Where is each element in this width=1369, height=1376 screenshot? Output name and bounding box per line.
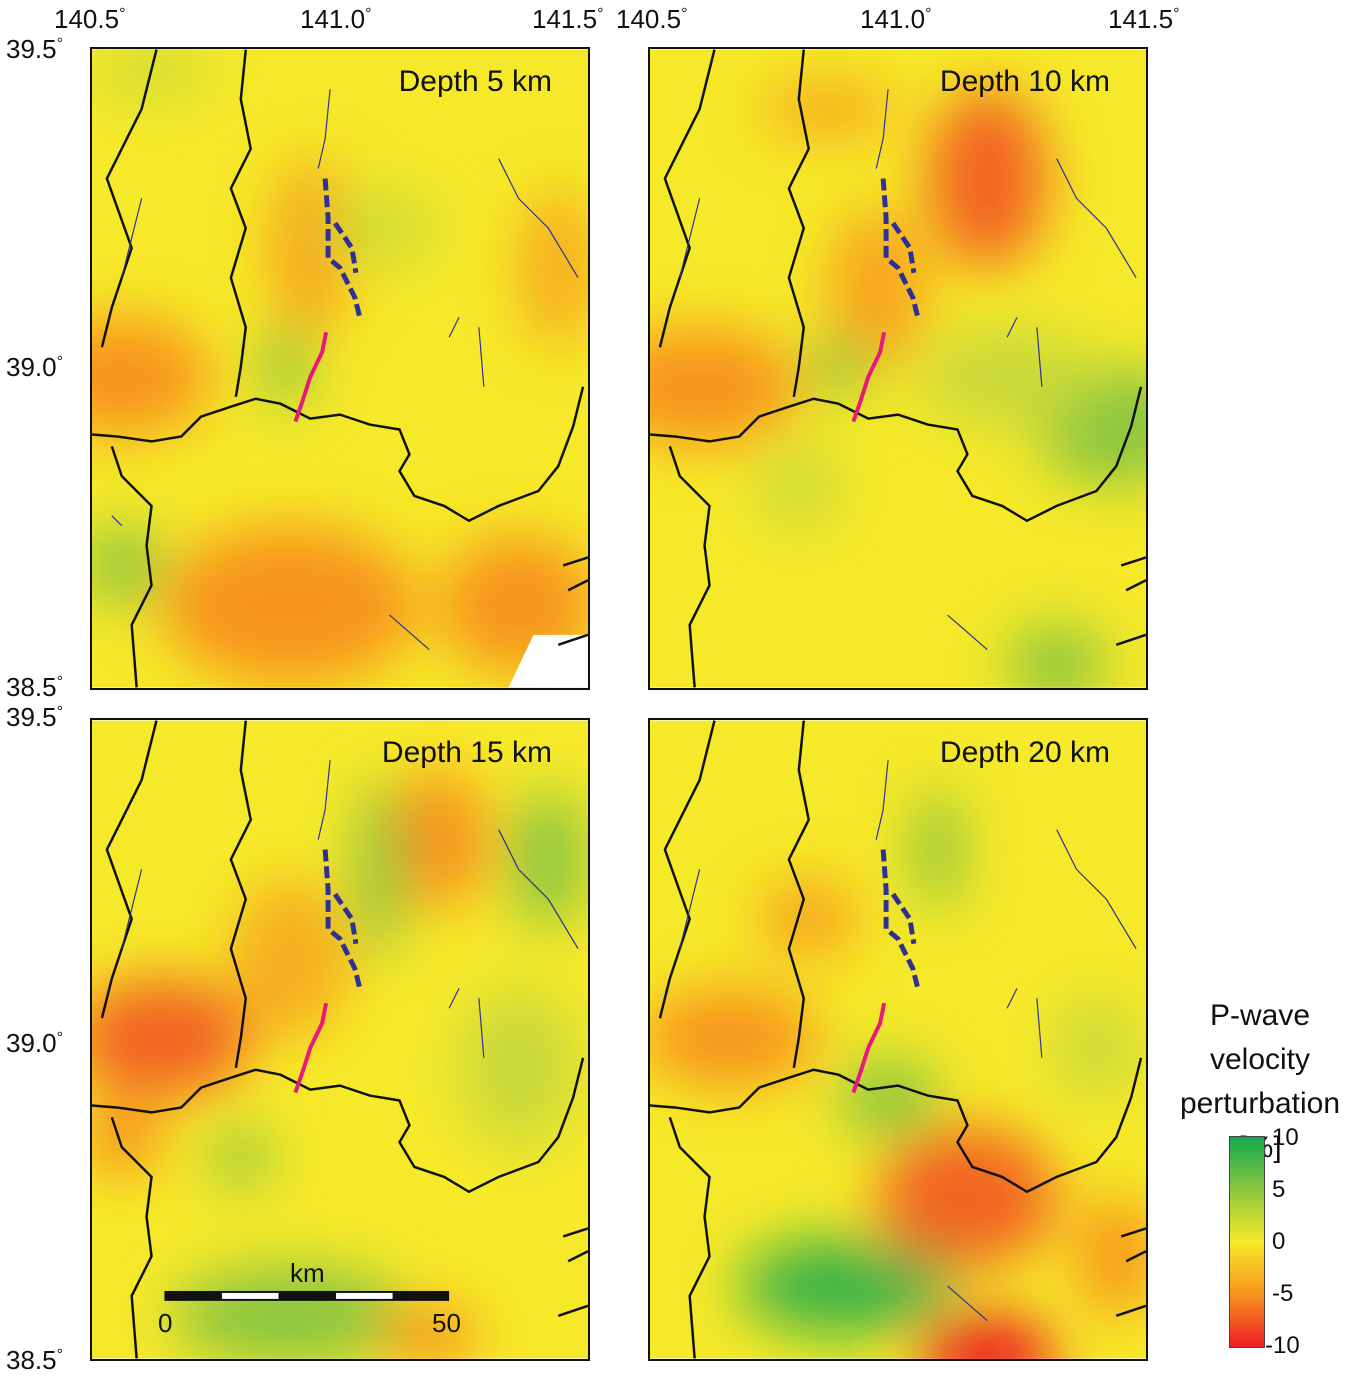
scale-bar-start: 0: [158, 1308, 173, 1338]
colorbar-gradient: [1229, 1136, 1265, 1348]
scale-bar-unit: km: [290, 1258, 325, 1288]
depth-label: Depth 5 km: [398, 65, 552, 98]
lon-tick-label: 141.0°: [860, 4, 932, 34]
depth-label: Depth 20 km: [939, 736, 1110, 769]
velocity-map-depth-10: [650, 49, 1146, 688]
depth-label: Depth 15 km: [381, 736, 552, 769]
lat-tick-label: 39.5°: [6, 702, 64, 732]
lon-tick-label: 141.5°: [1108, 4, 1180, 34]
colorbar-tick-label: 10: [1272, 1124, 1299, 1151]
lat-tick-label: 38.5°: [6, 672, 64, 702]
depth-label: Depth 10 km: [939, 65, 1110, 98]
colorbar-tick-label: 0: [1272, 1228, 1286, 1255]
lon-tick-label: 141.5°: [532, 4, 604, 34]
velocity-map-depth-20: [650, 720, 1146, 1359]
scale-bar-end: 50: [432, 1308, 461, 1338]
lat-tick-label: 38.5°: [6, 1345, 64, 1375]
lat-tick-label: 39.0°: [6, 352, 64, 382]
lat-tick-label: 39.0°: [6, 1028, 64, 1058]
map-panel-depth-10: Depth 10 km: [648, 47, 1148, 690]
colorbar-tick-label: -10: [1265, 1332, 1300, 1359]
map-panel-depth-15: Depth 15 km km 0 50: [90, 718, 590, 1361]
velocity-map-depth-15: [92, 720, 588, 1359]
colorbar-tick-label: 5: [1272, 1176, 1286, 1203]
lon-tick-label: 140.5°: [616, 4, 688, 34]
lat-tick-label: 39.5°: [6, 34, 64, 64]
map-panel-depth-20: Depth 20 km: [648, 718, 1148, 1361]
colorbar-tick-label: -5: [1272, 1280, 1294, 1307]
velocity-map-depth-5: [92, 49, 588, 688]
map-panel-depth-5: Depth 5 km: [90, 47, 590, 690]
lon-tick-label: 140.5°: [54, 4, 126, 34]
lon-tick-label: 141.0°: [300, 4, 372, 34]
scale-bar: [164, 1290, 450, 1301]
